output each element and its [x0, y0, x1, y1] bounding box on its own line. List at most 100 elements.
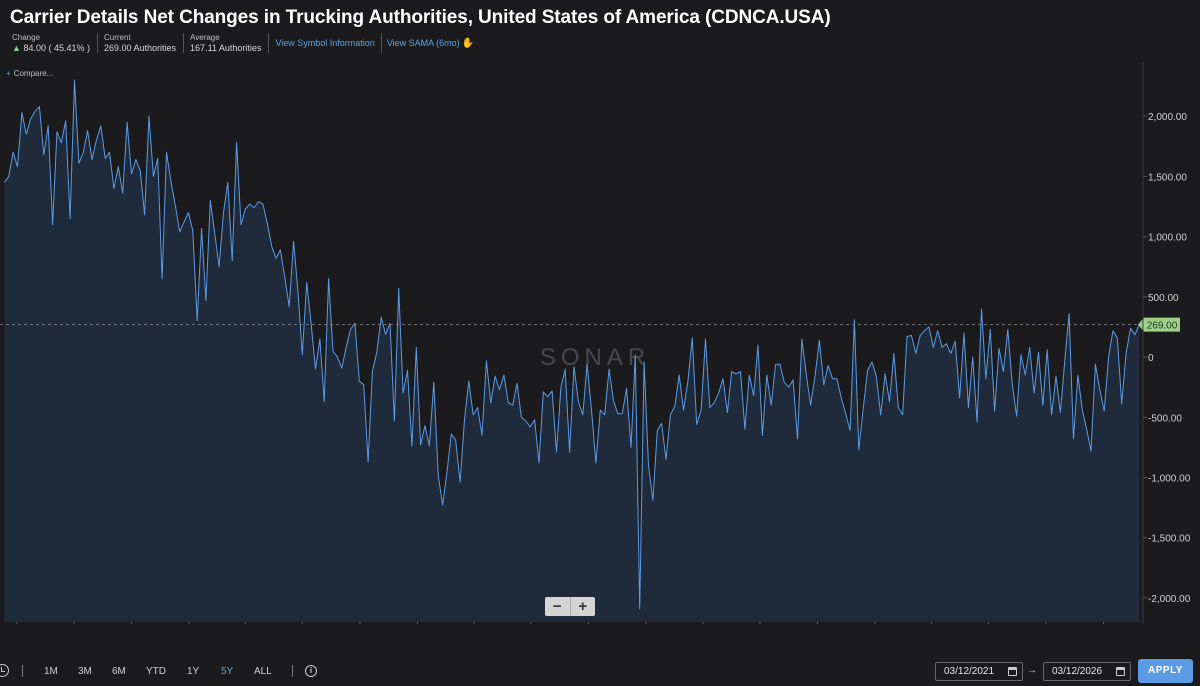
data-point	[955, 341, 956, 342]
calendar-icon[interactable]	[1008, 667, 1017, 676]
data-point	[205, 300, 206, 301]
arrow-right-icon: →	[1027, 665, 1037, 676]
stat-average-label: Average	[190, 33, 220, 42]
range-1y-button[interactable]: 1Y	[187, 666, 200, 677]
data-point	[490, 402, 491, 403]
data-point	[363, 384, 364, 385]
data-point	[644, 361, 645, 362]
data-point	[762, 435, 763, 436]
data-point	[197, 320, 198, 321]
y-tick-label: 500.00	[1148, 293, 1179, 304]
data-point	[109, 152, 110, 153]
data-point	[179, 231, 180, 232]
data-point	[749, 375, 750, 376]
data-point	[797, 438, 798, 439]
view-sama-link[interactable]: View SAMA (6mo) ✋	[387, 33, 480, 54]
data-point	[91, 159, 92, 160]
data-point	[4, 182, 5, 183]
divider	[292, 665, 293, 677]
data-point	[455, 440, 456, 441]
calendar-icon[interactable]	[1116, 667, 1125, 676]
data-point	[985, 378, 986, 379]
date-to-value: 03/12/2026	[1052, 666, 1103, 677]
data-point	[460, 482, 461, 483]
data-point	[477, 407, 478, 408]
data-point	[714, 402, 715, 403]
data-point	[863, 408, 864, 409]
zoom-in-button[interactable]: +	[578, 598, 588, 615]
data-point	[1025, 375, 1026, 376]
data-point	[757, 344, 758, 345]
data-point	[587, 364, 588, 365]
data-point	[595, 462, 596, 463]
data-point	[315, 369, 316, 370]
data-point	[963, 332, 964, 333]
data-point	[823, 384, 824, 385]
range-all-button[interactable]: ALL	[254, 666, 272, 677]
data-point	[201, 228, 202, 229]
compare-button[interactable]: + Compare...	[6, 69, 53, 78]
data-point	[858, 449, 859, 450]
stat-average: Average 167.11 Authorities	[190, 33, 270, 53]
data-point	[1020, 354, 1021, 355]
range-3m-button[interactable]: 3M	[78, 666, 92, 677]
data-point	[420, 444, 421, 445]
date-from-field[interactable]: 03/12/2021	[935, 662, 1023, 681]
data-point	[188, 212, 189, 213]
range-ytd-button[interactable]: YTD	[146, 666, 166, 677]
data-point	[915, 353, 916, 354]
stat-change: Change ▲ 84.00 ( 45.41% )	[12, 33, 98, 53]
y-tick-label: -1,000.00	[1148, 473, 1191, 484]
zoom-out-button[interactable]: −	[545, 597, 571, 616]
range-6m-button[interactable]: 6M	[112, 666, 126, 677]
data-point	[1055, 376, 1056, 377]
data-point	[977, 422, 978, 423]
y-axis: 2,000.00 1,500.00 1,000.00 500.00 0 -500.00 -1…	[1143, 112, 1191, 605]
data-point	[87, 130, 88, 131]
line-chart[interactable]: 2,000.00 1,500.00 1,000.00 500.00 0 -500.00 -1…	[0, 62, 1200, 624]
data-point	[880, 414, 881, 415]
date-to-field[interactable]: 03/12/2026	[1043, 662, 1131, 681]
data-point	[885, 373, 886, 374]
data-point	[836, 378, 837, 379]
y-tick-label: -2,000.00	[1148, 594, 1191, 605]
range-1m-button[interactable]: 1M	[44, 666, 58, 677]
data-point	[13, 152, 14, 153]
clock-icon[interactable]	[0, 664, 9, 677]
chart-area[interactable]: 2,000.00 1,500.00 1,000.00 500.00 0 -500.00 -1…	[0, 62, 1200, 624]
sama-hand-icon: ✋	[461, 38, 475, 49]
date-from-value: 03/12/2021	[944, 666, 995, 677]
apply-button[interactable]: APPLY	[1138, 659, 1193, 683]
data-point	[210, 200, 211, 201]
data-point	[998, 348, 999, 349]
data-point	[227, 182, 228, 183]
view-symbol-info-link[interactable]: View Symbol Information	[275, 33, 382, 53]
data-point	[354, 323, 355, 324]
data-point	[512, 405, 513, 406]
range-5y-button[interactable]: 5Y	[221, 666, 234, 677]
data-point	[1016, 416, 1017, 417]
data-point	[341, 367, 342, 368]
data-point	[727, 412, 728, 413]
data-point	[718, 393, 719, 394]
data-point	[876, 376, 877, 377]
divider	[22, 665, 23, 677]
data-point	[332, 350, 333, 351]
data-point	[1104, 411, 1105, 412]
y-tick-label: 0	[1148, 353, 1154, 364]
data-point	[924, 330, 925, 331]
data-point	[275, 258, 276, 259]
data-point	[665, 459, 666, 460]
data-point	[293, 241, 294, 242]
data-point	[48, 125, 49, 126]
data-point	[648, 465, 649, 466]
data-point	[1121, 403, 1122, 404]
stat-current-label: Current	[103, 33, 131, 42]
zoom-control: − +	[545, 597, 595, 616]
info-icon[interactable]: i	[305, 665, 317, 677]
data-point	[486, 360, 487, 361]
stat-change-label: Change	[12, 33, 41, 42]
data-point	[516, 383, 517, 384]
data-point	[17, 166, 18, 167]
data-point	[499, 389, 500, 390]
